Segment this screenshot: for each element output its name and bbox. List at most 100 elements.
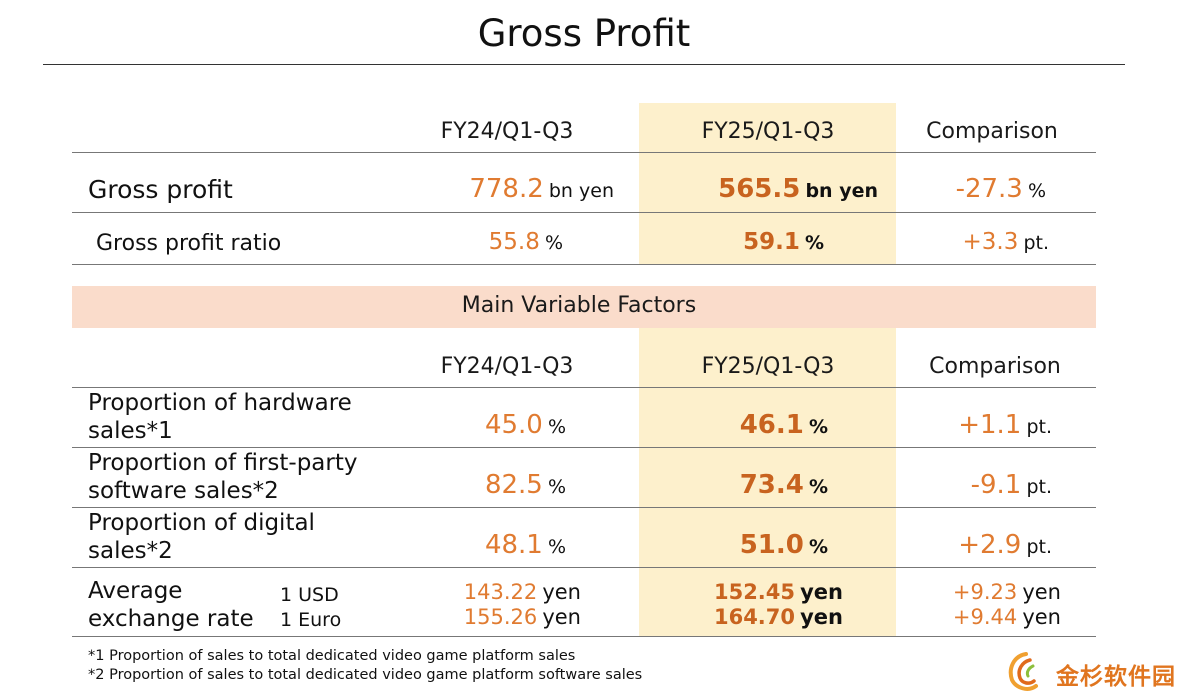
row-label-gross-profit: Gross profit bbox=[88, 175, 233, 204]
unit: bn yen bbox=[805, 180, 878, 202]
value: -27.3 bbox=[955, 174, 1023, 204]
value: 46.1 bbox=[739, 410, 804, 440]
value: 59.1 bbox=[743, 229, 800, 255]
label-line-2: sales*1 bbox=[88, 418, 173, 444]
row-label-hardware: Proportion of hardware sales*1 bbox=[88, 389, 352, 445]
unit: bn yen bbox=[548, 180, 614, 202]
gross-profit-ratio-fy24: 55.8 % bbox=[489, 229, 563, 255]
unit: yen bbox=[800, 580, 843, 604]
unit: % bbox=[547, 476, 566, 498]
value: +9.23 bbox=[952, 580, 1018, 604]
swirl-logo-icon bbox=[1008, 652, 1038, 691]
top-table-bottom-rule bbox=[72, 264, 1096, 265]
value: +1.1 bbox=[958, 410, 1022, 440]
value: 48.1 bbox=[484, 530, 543, 560]
unit: % bbox=[808, 536, 828, 558]
usd-fy24: 143.22 yen bbox=[464, 580, 581, 604]
row-rule bbox=[72, 212, 1096, 213]
gross-profit-comparison: -27.3 % bbox=[956, 174, 1046, 204]
label-line-1: Proportion of digital bbox=[88, 510, 315, 536]
unit: pt. bbox=[1026, 476, 1052, 498]
top-header-rule bbox=[72, 152, 1096, 153]
currency-usd: 1 USD bbox=[280, 584, 339, 606]
row-label-exchange-rate: Average exchange rate bbox=[88, 577, 254, 633]
value: 55.8 bbox=[488, 229, 540, 255]
value: 164.70 bbox=[713, 605, 796, 629]
value: 45.0 bbox=[484, 410, 543, 440]
unit: pt. bbox=[1026, 416, 1052, 438]
unit: yen bbox=[542, 580, 581, 604]
unit: % bbox=[547, 416, 566, 438]
hardware-fy25: 46.1 % bbox=[740, 410, 828, 440]
page-title: Gross Profit bbox=[477, 12, 691, 55]
value: 51.0 bbox=[739, 530, 804, 560]
header-fy24: FY24/Q1-Q3 bbox=[440, 119, 574, 144]
value: 152.45 bbox=[713, 580, 796, 604]
unit: % bbox=[808, 416, 828, 438]
fy25-column-highlight-top bbox=[639, 103, 896, 265]
label-line-1: Proportion of hardware bbox=[88, 390, 352, 416]
gross-profit-ratio-fy25: 59.1 % bbox=[743, 229, 824, 255]
first-party-fy24: 82.5 % bbox=[485, 470, 566, 500]
factors-header-fy24: FY24/Q1-Q3 bbox=[440, 354, 574, 379]
unit: % bbox=[547, 536, 566, 558]
watermark-logo: 金杉软件园 bbox=[1002, 648, 1180, 696]
gross-profit-fy24: 778.2 bn yen bbox=[469, 174, 614, 204]
digital-comparison: +2.9 pt. bbox=[958, 530, 1052, 560]
row-rule bbox=[72, 447, 1096, 448]
row-label-gross-profit-ratio: Gross profit ratio bbox=[96, 231, 282, 256]
first-party-comparison: -9.1 pt. bbox=[971, 470, 1052, 500]
header-comparison: Comparison bbox=[926, 119, 1058, 144]
watermark-logo-text: 金杉软件园 bbox=[1056, 664, 1176, 690]
factors-bottom-rule bbox=[72, 636, 1096, 637]
section-band bbox=[72, 286, 1096, 328]
row-label-first-party: Proportion of first-party software sales… bbox=[88, 449, 358, 505]
footnote-2: *2 Proportion of sales to total dedicate… bbox=[88, 667, 643, 683]
unit: % bbox=[804, 232, 824, 254]
euro-fy25: 164.70 yen bbox=[714, 605, 843, 629]
digital-fy25: 51.0 % bbox=[740, 530, 828, 560]
hardware-fy24: 45.0 % bbox=[485, 410, 566, 440]
unit: pt. bbox=[1026, 536, 1052, 558]
value: 155.26 bbox=[463, 605, 538, 629]
value: 778.2 bbox=[469, 174, 544, 204]
unit: % bbox=[808, 476, 828, 498]
currency-euro: 1 Euro bbox=[280, 609, 342, 631]
factors-header-rule bbox=[72, 387, 1096, 388]
value: +3.3 bbox=[962, 229, 1019, 255]
unit: % bbox=[544, 232, 563, 254]
label-line-1: Proportion of first-party bbox=[88, 450, 358, 476]
footnote-1: *1 Proportion of sales to total dedicate… bbox=[88, 648, 576, 664]
row-rule bbox=[72, 567, 1096, 568]
euro-comparison: +9.44 yen bbox=[953, 605, 1061, 629]
section-title: Main Variable Factors bbox=[461, 293, 697, 318]
title-divider bbox=[43, 64, 1125, 65]
value: 565.5 bbox=[718, 174, 801, 204]
fy25-column-highlight-bottom bbox=[639, 328, 896, 636]
label-line-2: exchange rate bbox=[88, 606, 254, 632]
value: -9.1 bbox=[970, 470, 1022, 500]
factors-header-fy25: FY25/Q1-Q3 bbox=[701, 354, 835, 379]
usd-comparison: +9.23 yen bbox=[953, 580, 1061, 604]
unit: yen bbox=[1022, 580, 1061, 604]
unit: yen bbox=[542, 605, 581, 629]
label-line-1: Average bbox=[88, 578, 183, 604]
hardware-comparison: +1.1 pt. bbox=[958, 410, 1052, 440]
header-fy25: FY25/Q1-Q3 bbox=[701, 119, 835, 144]
digital-fy24: 48.1 % bbox=[485, 530, 566, 560]
gross-profit-fy25: 565.5 bn yen bbox=[718, 174, 878, 204]
value: 143.22 bbox=[463, 580, 538, 604]
gross-profit-ratio-comparison: +3.3 pt. bbox=[962, 229, 1049, 255]
euro-fy24: 155.26 yen bbox=[464, 605, 581, 629]
label-line-2: sales*2 bbox=[88, 538, 173, 564]
value: +9.44 bbox=[952, 605, 1018, 629]
unit: % bbox=[1027, 180, 1046, 202]
row-rule bbox=[72, 507, 1096, 508]
value: +2.9 bbox=[958, 530, 1022, 560]
unit: yen bbox=[800, 605, 843, 629]
usd-fy25: 152.45 yen bbox=[714, 580, 843, 604]
first-party-fy25: 73.4 % bbox=[740, 470, 828, 500]
row-label-digital: Proportion of digital sales*2 bbox=[88, 509, 315, 565]
label-line-2: software sales*2 bbox=[88, 478, 279, 504]
unit: pt. bbox=[1023, 232, 1049, 254]
